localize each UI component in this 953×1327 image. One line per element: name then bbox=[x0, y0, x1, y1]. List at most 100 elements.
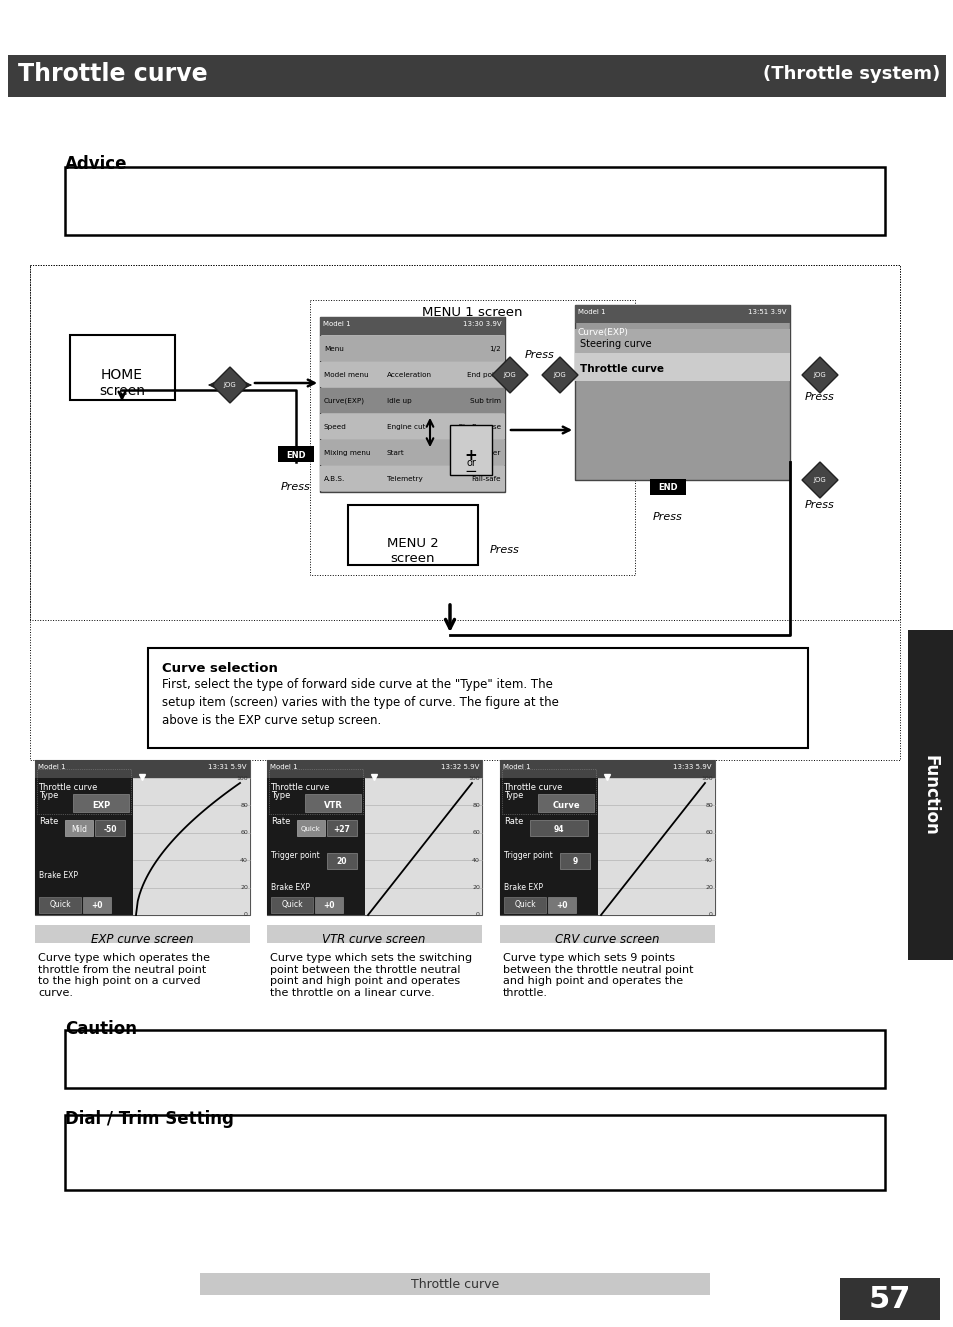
Text: Type: Type bbox=[503, 791, 523, 800]
Text: Quick: Quick bbox=[514, 901, 536, 909]
Text: Steering curve: Steering curve bbox=[579, 338, 651, 349]
Text: 9: 9 bbox=[572, 857, 577, 867]
Text: Type: Type bbox=[39, 791, 58, 800]
Text: Model 1: Model 1 bbox=[323, 321, 351, 326]
Text: Idle up: Idle up bbox=[387, 398, 412, 403]
Text: Curve(EXP): Curve(EXP) bbox=[578, 329, 628, 337]
Text: 20: 20 bbox=[240, 885, 248, 890]
Text: VTR: VTR bbox=[323, 800, 342, 809]
Text: Type: Type bbox=[271, 791, 290, 800]
Text: Advice: Advice bbox=[65, 155, 128, 173]
Bar bbox=[503, 897, 545, 913]
Bar bbox=[319, 466, 504, 491]
Bar bbox=[319, 317, 504, 492]
Bar bbox=[296, 820, 325, 836]
Bar bbox=[501, 770, 596, 813]
Text: Press: Press bbox=[281, 482, 311, 492]
Text: +27: +27 bbox=[334, 824, 350, 833]
Text: 100: 100 bbox=[468, 775, 479, 780]
Bar bbox=[39, 897, 81, 913]
Bar bbox=[598, 778, 714, 916]
Bar bbox=[319, 317, 504, 334]
Text: 60: 60 bbox=[472, 831, 479, 835]
Bar bbox=[271, 897, 313, 913]
Polygon shape bbox=[801, 462, 837, 498]
Text: 80: 80 bbox=[704, 803, 712, 808]
Bar bbox=[95, 820, 125, 836]
Text: Throttle curve: Throttle curve bbox=[270, 783, 329, 792]
Text: 13:30 3.9V: 13:30 3.9V bbox=[463, 321, 501, 326]
Bar bbox=[499, 760, 714, 916]
Text: +0: +0 bbox=[323, 901, 335, 909]
Text: 13:51 3.9V: 13:51 3.9V bbox=[748, 309, 786, 314]
Text: Menu: Menu bbox=[324, 346, 343, 352]
Text: Engine cut: Engine cut bbox=[387, 425, 425, 430]
Text: Throttle curve: Throttle curve bbox=[502, 783, 561, 792]
Text: Mixing menu: Mixing menu bbox=[324, 450, 370, 456]
Text: Telemetry: Telemetry bbox=[387, 476, 422, 482]
Bar bbox=[314, 897, 343, 913]
Text: 40: 40 bbox=[472, 857, 479, 863]
Text: VTR curve screen: VTR curve screen bbox=[322, 933, 425, 946]
Bar bbox=[70, 334, 174, 399]
Text: Press: Press bbox=[804, 391, 834, 402]
Text: 0: 0 bbox=[708, 912, 712, 917]
Text: Receiver: Receiver bbox=[469, 450, 500, 456]
Text: 57: 57 bbox=[868, 1286, 910, 1315]
Text: HOME
screen: HOME screen bbox=[99, 368, 145, 398]
Text: First, select the type of forward side curve at the "Type" item. The: First, select the type of forward side c… bbox=[162, 678, 553, 691]
Bar bbox=[499, 778, 598, 916]
Text: EXP curve screen: EXP curve screen bbox=[91, 933, 193, 946]
Text: +0: +0 bbox=[91, 901, 103, 909]
Text: Model 1: Model 1 bbox=[578, 309, 605, 314]
Text: Curve: Curve bbox=[552, 800, 579, 809]
Bar bbox=[37, 770, 131, 813]
Bar bbox=[267, 925, 481, 943]
Text: 40: 40 bbox=[704, 857, 712, 863]
Text: Model 1: Model 1 bbox=[270, 764, 297, 770]
Bar bbox=[35, 760, 250, 916]
Text: JOG: JOG bbox=[223, 382, 236, 387]
Text: 0: 0 bbox=[244, 912, 248, 917]
Text: 1/2: 1/2 bbox=[489, 346, 500, 352]
Polygon shape bbox=[541, 357, 578, 393]
Bar bbox=[65, 1030, 884, 1088]
Text: setup item (screen) varies with the type of curve. The figure at the: setup item (screen) varies with the type… bbox=[162, 695, 558, 709]
Bar bbox=[65, 167, 884, 235]
Bar bbox=[575, 329, 789, 356]
Text: Model 1: Model 1 bbox=[38, 764, 66, 770]
Text: Curve(EXP): Curve(EXP) bbox=[324, 398, 365, 405]
Text: EXP: EXP bbox=[91, 800, 110, 809]
Text: 100: 100 bbox=[236, 775, 248, 780]
Bar bbox=[267, 760, 481, 778]
Text: 100: 100 bbox=[700, 775, 712, 780]
Bar bbox=[499, 760, 714, 778]
Bar bbox=[35, 778, 132, 916]
Polygon shape bbox=[492, 357, 527, 393]
Bar bbox=[319, 387, 504, 413]
Text: Throttle curve: Throttle curve bbox=[38, 783, 97, 792]
Text: 0: 0 bbox=[476, 912, 479, 917]
Text: Quick: Quick bbox=[301, 825, 320, 832]
Text: Caution: Caution bbox=[65, 1020, 137, 1038]
Text: Trigger point: Trigger point bbox=[503, 851, 552, 860]
Text: Model menu: Model menu bbox=[324, 372, 368, 378]
Text: Rate: Rate bbox=[271, 817, 290, 827]
Bar bbox=[65, 1115, 884, 1190]
Text: Brake EXP: Brake EXP bbox=[503, 884, 542, 893]
Text: MENU 1 screen: MENU 1 screen bbox=[421, 307, 521, 318]
Text: (Throttle system): (Throttle system) bbox=[762, 65, 939, 84]
Bar bbox=[840, 1278, 939, 1320]
Text: Rate: Rate bbox=[503, 817, 523, 827]
Text: End point: End point bbox=[466, 372, 500, 378]
Text: Start: Start bbox=[387, 450, 404, 456]
Text: above is the EXP curve setup screen.: above is the EXP curve setup screen. bbox=[162, 714, 381, 727]
Bar bbox=[269, 770, 363, 813]
Bar bbox=[575, 305, 789, 322]
Bar bbox=[73, 794, 129, 812]
Bar bbox=[559, 853, 589, 869]
Polygon shape bbox=[801, 357, 837, 393]
Text: END: END bbox=[658, 483, 677, 492]
Text: Speed: Speed bbox=[324, 425, 347, 430]
Text: Press: Press bbox=[490, 545, 519, 555]
